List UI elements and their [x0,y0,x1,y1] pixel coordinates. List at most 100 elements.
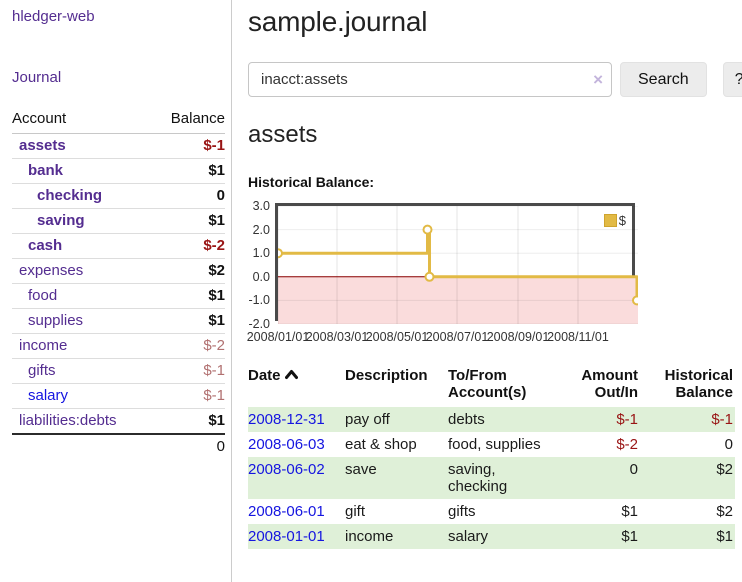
clear-search-icon[interactable]: × [593,70,603,89]
transaction-description: pay off [345,407,448,432]
accounts-header-balance: Balance [152,106,225,134]
transaction-description: eat & shop [345,436,417,453]
accounts-header-account: Account [12,106,153,134]
y-axis-tick-label: -1.0 [248,293,270,308]
register-header-amount: Amount Out/In [581,367,638,401]
account-balance: $1 [152,208,225,234]
account-balance: $1 [152,308,225,334]
account-balance: $-2 [152,233,225,259]
account-link-gifts[interactable]: gifts [28,362,56,379]
transaction-balance: $2 [716,503,733,520]
transaction-date-link[interactable]: 2008-06-03 [248,436,325,453]
transaction-row: 2008-12-31 pay off debts $-1 $-1 [248,407,735,432]
account-balance: $-1 [152,133,225,159]
transaction-row: 2008-06-03 eat & shop food, supplies $-2… [248,432,735,457]
transaction-amount: $-2 [616,436,638,453]
register-header-balance: Historical Balance [664,367,733,401]
account-row: supplies $1 [12,308,225,334]
account-balance: $-1 [152,358,225,384]
account-row: income $-2 [12,333,225,359]
transaction-date-link[interactable]: 2008-06-02 [248,461,325,478]
transaction-description: save [345,457,448,499]
transaction-balance: 0 [724,436,733,453]
transaction-row: 2008-06-02 save saving, checking 0 $2 [248,457,735,499]
transaction-description: gift [345,503,366,520]
y-axis-tick-label: -2.0 [248,317,270,331]
transaction-balance: $-1 [640,407,735,432]
accounts-table: Account Balance assets $-1 bank $1 check… [12,106,225,459]
account-link-expenses[interactable]: expenses [19,262,84,279]
transaction-description: income [345,524,448,549]
transaction-balance: $2 [640,457,735,499]
account-link-bank[interactable]: bank [28,162,64,179]
account-balance: $-2 [152,333,225,359]
chart-x-axis: 2008/01/01 2008/03/01 2008/05/01 2008/07/01… [247,330,638,346]
brand-link[interactable]: hledger-web [12,8,95,25]
account-balance: $1 [152,158,225,184]
help-button[interactable]: ? [722,62,742,97]
account-row: expenses $2 [12,258,225,284]
transaction-balance: $1 [640,524,735,549]
account-link-liabilities-debts[interactable]: liabilities:debts [19,412,117,429]
x-axis-tick-label: 2008/01/01 [246,330,310,344]
account-link-checking[interactable]: checking [37,187,103,204]
sort-ascending-icon [284,367,298,384]
register-table: Date Description To/From Account(s) Amou… [248,365,735,549]
account-link-income[interactable]: income [19,337,68,354]
y-axis-tick-label: 3.0 [252,199,270,213]
account-row: cash $-2 [12,233,225,259]
legend-label: $ [618,213,626,228]
legend-swatch-icon [603,214,617,227]
x-axis-tick-label: 2008/11/01 [547,330,609,344]
account-link-cash[interactable]: cash [28,237,63,254]
chart-plot-area: $ [275,203,638,324]
x-axis-tick-label: 2008/07/01 [425,330,489,344]
transaction-amount: $1 [560,524,640,549]
account-link-saving[interactable]: saving [37,212,85,229]
x-axis-tick-label: 2008/05/01 [365,330,429,344]
register-header-description: Description [345,367,428,384]
account-balance: $1 [152,408,225,435]
account-link-salary[interactable]: salary [28,387,69,404]
transaction-date-link[interactable]: 2008-12-31 [248,411,325,428]
sidebar-item-journal[interactable]: Journal [12,69,62,86]
historical-balance-chart: 3.0 2.0 1.0 0.0 -1.0 -2.0 $ 2008/01/01 2008/03… [247,199,742,346]
search-button[interactable]: Search [620,62,707,97]
y-axis-tick-label: 0.0 [252,269,270,284]
register-header-accounts: To/From Account(s) [448,367,527,401]
accounts-total: 0 [216,438,225,455]
x-axis-tick-label: 2008/03/01 [305,330,369,344]
y-axis-tick-label: 1.0 [252,246,270,261]
transaction-date-link[interactable]: 2008-01-01 [248,528,325,545]
transaction-accounts: gifts [448,503,476,520]
transaction-row: 2008-06-01 gift gifts $1 $2 [248,499,735,524]
transaction-accounts: salary [448,524,560,549]
page-title: sample.journal [248,6,428,37]
main-content: sample.journal × Search ? assets Histori… [247,0,742,582]
chart-y-axis: 3.0 2.0 1.0 0.0 -1.0 -2.0 [244,199,270,331]
account-row: gifts $-1 [12,358,225,384]
search-input[interactable] [248,62,612,97]
account-balance: 0 [152,183,225,209]
account-row: bank $1 [12,158,225,184]
account-balance: $2 [152,258,225,284]
account-balance: $-1 [152,383,225,409]
account-link-food[interactable]: food [28,287,58,304]
account-heading: assets [248,121,318,148]
y-axis-tick-label: 2.0 [252,222,270,237]
account-balance: $1 [152,283,225,309]
account-row: saving $1 [12,208,225,234]
search-form: × Search ? [248,62,742,97]
transaction-row: 2008-01-01 income salary $1 $1 [248,524,735,549]
account-link-assets[interactable]: assets [19,137,66,154]
chart-legend: $ [603,213,626,228]
register-header-date[interactable]: Date [248,365,345,407]
account-link-supplies[interactable]: supplies [28,312,84,329]
transaction-amount: $-1 [560,407,640,432]
account-row: food $1 [12,283,225,309]
transaction-accounts: debts [448,407,560,432]
transaction-accounts: food, supplies [448,436,541,453]
x-axis-tick-label: 2008/09/01 [486,330,550,344]
chart-title: Historical Balance: [248,174,375,190]
transaction-date-link[interactable]: 2008-06-01 [248,503,325,520]
